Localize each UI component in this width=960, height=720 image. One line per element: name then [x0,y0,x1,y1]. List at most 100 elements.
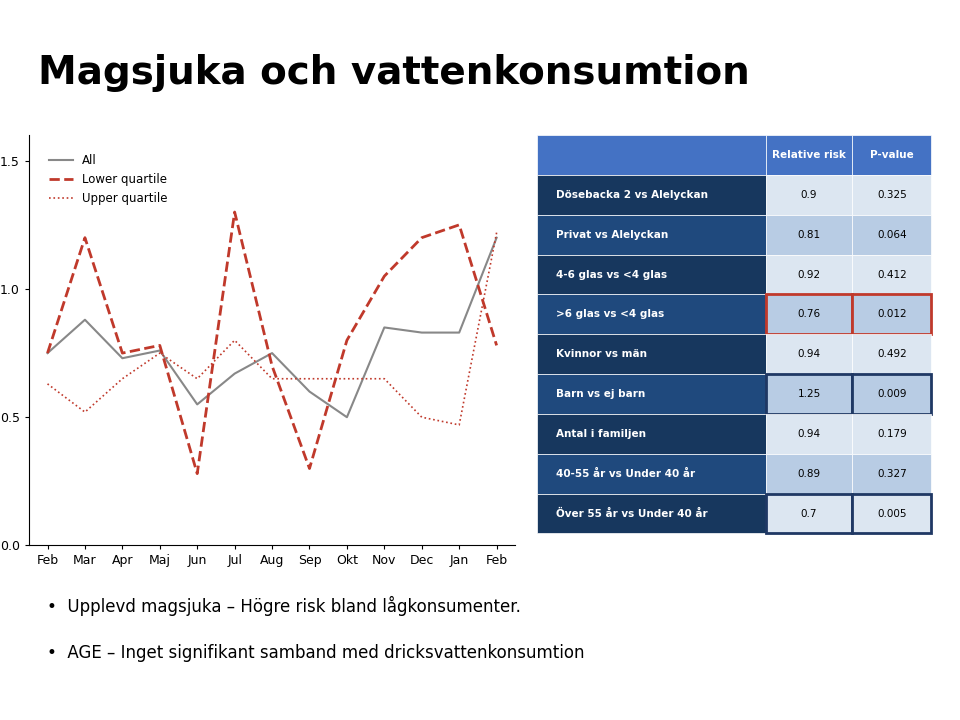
Text: 0.325: 0.325 [876,190,906,200]
Bar [852,374,931,414]
Bar [852,135,931,175]
Lower quartile [416,233,427,242]
Lower quartile [266,361,277,370]
Bar [538,294,766,334]
Text: 0.009: 0.009 [877,389,906,399]
Text: •  AGE – Inget signifikant samband med dricksvattenkonsumtion: • AGE – Inget signifikant samband med dr… [47,644,585,662]
All [453,328,465,337]
Lower quartile [453,220,465,229]
Upper quartile [378,374,390,383]
Bar [852,294,931,334]
Text: 0.94: 0.94 [798,349,821,359]
Text: 0.005: 0.005 [877,508,906,518]
Text: Antal i familjen: Antal i familjen [556,429,646,439]
Bar [766,175,852,215]
Text: 0.064: 0.064 [877,230,906,240]
Bar [766,414,852,454]
Bar [766,494,852,534]
Text: >6 glas vs <4 glas: >6 glas vs <4 glas [556,310,664,320]
Lower quartile [154,341,165,350]
Text: Relative risk: Relative risk [772,150,846,160]
Bar [852,494,931,534]
All [341,413,352,421]
Text: 0.92: 0.92 [798,269,821,279]
Bar [766,494,852,534]
Bar [852,255,931,294]
Text: 0.412: 0.412 [876,269,906,279]
Upper quartile [266,374,277,383]
All [79,315,90,324]
Text: Kvinnor vs män: Kvinnor vs män [556,349,647,359]
Upper quartile [453,420,465,429]
Upper quartile [416,413,427,421]
Lower quartile [41,348,53,357]
Text: 1.25: 1.25 [798,389,821,399]
Text: 40-55 år vs Under 40 år: 40-55 år vs Under 40 år [556,469,695,479]
Text: P-value: P-value [870,150,914,160]
Bar [538,135,766,175]
Lower quartile [228,208,240,217]
Text: 0.012: 0.012 [877,310,906,320]
Line: All: All [47,238,496,417]
All [303,387,315,396]
Lower quartile [191,469,203,478]
All [116,354,128,363]
Text: 0.179: 0.179 [876,429,906,439]
Bar [852,494,931,534]
Text: 4-6 glas vs <4 glas: 4-6 glas vs <4 glas [556,269,667,279]
Bar [766,215,852,255]
Bar [766,255,852,294]
Text: 0.9: 0.9 [801,190,817,200]
All [416,328,427,337]
Text: 0.327: 0.327 [876,469,906,479]
Bar [852,374,931,414]
Text: 0.7: 0.7 [801,508,817,518]
Upper quartile [191,374,203,383]
Bar [766,294,852,334]
Line: Lower quartile: Lower quartile [47,212,496,474]
All [154,346,165,355]
Lower quartile [79,233,90,242]
Bar [538,494,766,534]
Bar [538,215,766,255]
Bar [766,374,852,414]
Text: •  Upplevd magsjuka – Högre risk bland lågkonsumenter.: • Upplevd magsjuka – Högre risk bland lå… [47,596,520,616]
Upper quartile [341,374,352,383]
Bar [766,135,852,175]
Text: Dösebacka 2 vs Alelyckan: Dösebacka 2 vs Alelyckan [556,190,708,200]
All [191,400,203,409]
Lower quartile [303,464,315,473]
Lower quartile [116,348,128,357]
Upper quartile [116,374,128,383]
Legend: All, Lower quartile, Upper quartile: All, Lower quartile, Upper quartile [44,149,173,210]
Bar [852,454,931,494]
Upper quartile [79,408,90,416]
Text: 0.81: 0.81 [798,230,821,240]
All [41,348,53,357]
All [378,323,390,332]
Upper quartile [228,336,240,345]
Upper quartile [154,348,165,357]
All [491,233,502,242]
Upper quartile [303,374,315,383]
Bar [538,175,766,215]
All [266,348,277,357]
Upper quartile [491,228,502,237]
Text: Barn vs ej barn: Barn vs ej barn [556,389,645,399]
Text: Över 55 år vs Under 40 år: Över 55 år vs Under 40 år [556,508,708,518]
Bar [538,454,766,494]
Bar [766,374,852,414]
Lower quartile [491,341,502,350]
Bar [852,294,931,334]
Lower quartile [341,336,352,345]
Bar [852,414,931,454]
Text: 0.89: 0.89 [798,469,821,479]
Bar [766,454,852,494]
Bar [538,255,766,294]
Bar [852,175,931,215]
Text: 0.76: 0.76 [798,310,821,320]
Bar [766,294,852,334]
Line: Upper quartile: Upper quartile [47,233,496,425]
Bar [852,215,931,255]
Bar [766,334,852,374]
